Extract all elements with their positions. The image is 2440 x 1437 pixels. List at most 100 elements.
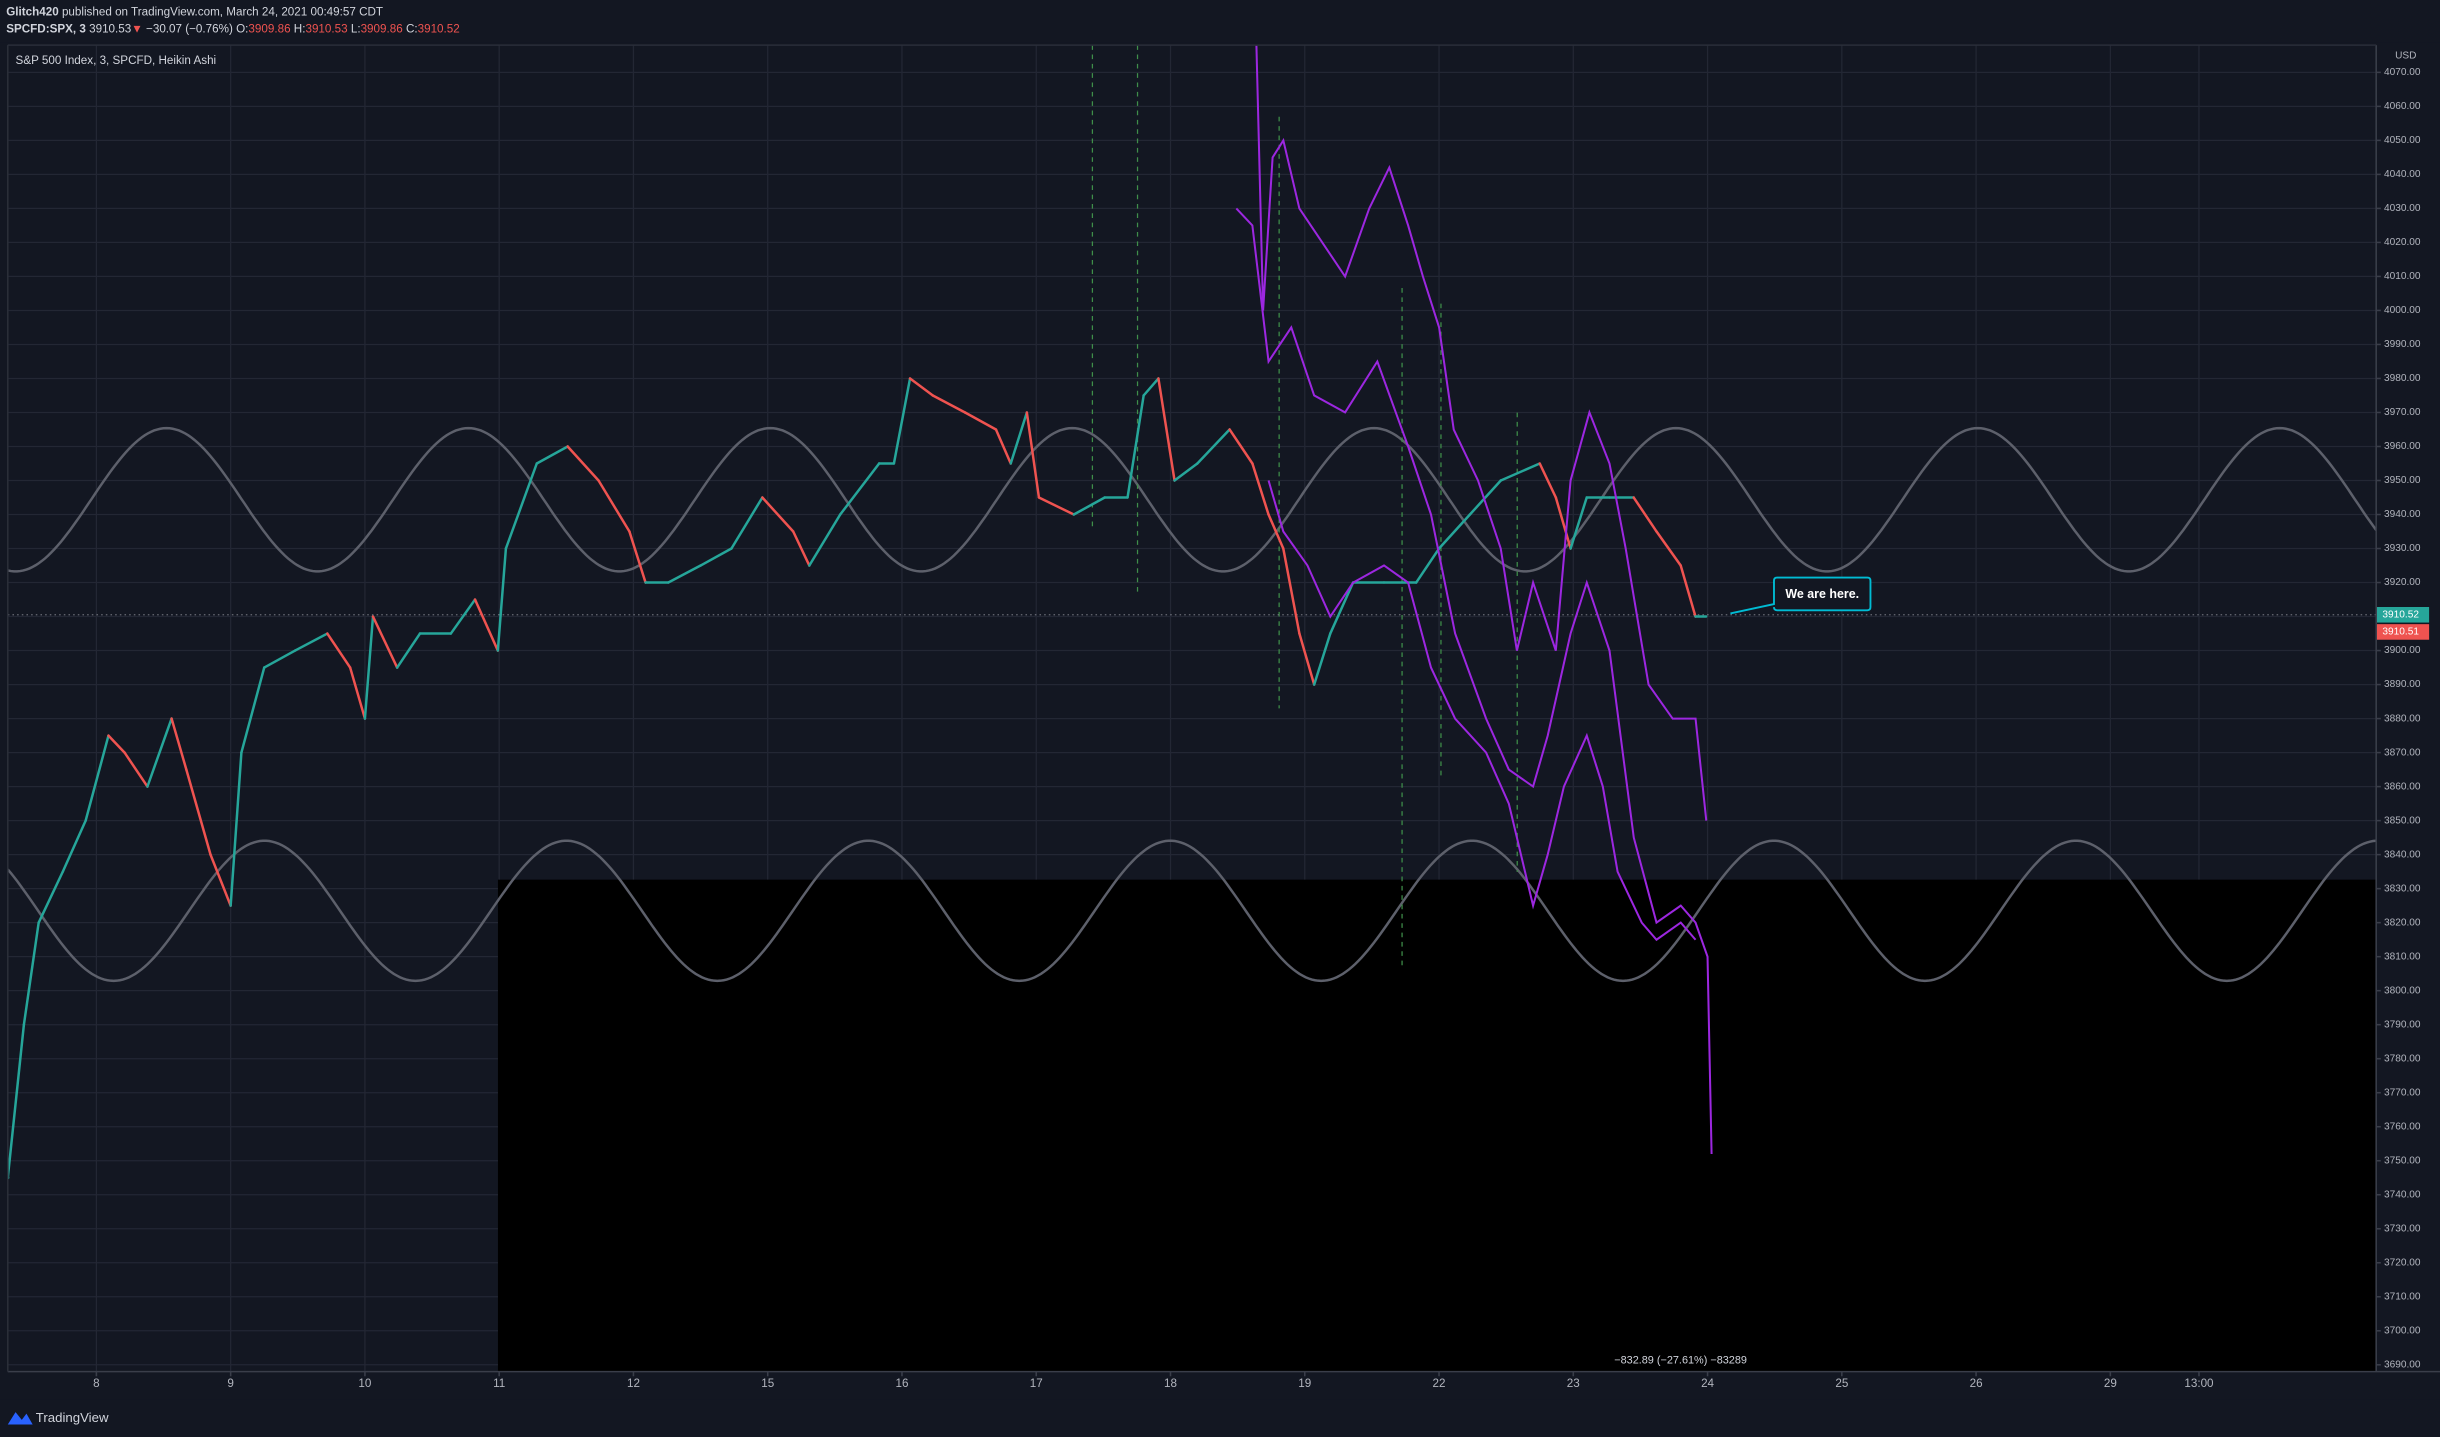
price-segment bbox=[371, 615, 399, 669]
price-segment bbox=[395, 632, 422, 669]
price-segment bbox=[1037, 496, 1076, 516]
price-segment bbox=[504, 462, 539, 550]
y-tick-label: 3790.00 bbox=[2384, 1019, 2421, 1030]
h-label: H: bbox=[294, 23, 306, 36]
x-tick-label: 12 bbox=[627, 1377, 640, 1390]
sine-wave bbox=[7, 839, 2377, 983]
price-segment bbox=[1157, 377, 1176, 482]
y-tick-label: 3710.00 bbox=[2384, 1291, 2421, 1302]
y-tick-label: 4040.00 bbox=[2384, 169, 2421, 180]
y-tick-label: 3730.00 bbox=[2384, 1223, 2421, 1234]
publisher-name: Glitch420 bbox=[6, 6, 58, 19]
y-tick-label: 3780.00 bbox=[2384, 1053, 2421, 1064]
y-tick-label: 3820.00 bbox=[2384, 917, 2421, 928]
price-segment bbox=[1025, 411, 1041, 499]
y-tick-label: 3770.00 bbox=[2384, 1087, 2421, 1098]
sine-indicators bbox=[7, 426, 2377, 983]
close: 3910.52 bbox=[418, 23, 460, 36]
x-tick-label: 13:00 bbox=[2184, 1377, 2214, 1390]
price-segment bbox=[1679, 564, 1697, 618]
price-segment bbox=[1468, 479, 1503, 516]
publisher: Glitch420 published on TradingView.com, … bbox=[6, 6, 383, 19]
x-tick-label: 24 bbox=[1701, 1377, 1714, 1390]
low: 3909.86 bbox=[361, 23, 403, 36]
c-label: C: bbox=[406, 23, 418, 36]
x-tick-label: 15 bbox=[761, 1377, 774, 1390]
y-tick-label: 4000.00 bbox=[2384, 305, 2421, 316]
price-segment bbox=[994, 428, 1012, 465]
symbol: SPCFD:SPX, 3 bbox=[6, 23, 86, 36]
price-segment bbox=[240, 666, 266, 754]
y-tick-label: 4020.00 bbox=[2384, 237, 2421, 248]
price-segment bbox=[730, 496, 764, 550]
price-segment bbox=[1298, 632, 1316, 686]
y-tick-label: 3930.00 bbox=[2384, 543, 2421, 554]
x-tick-label: 23 bbox=[1567, 1377, 1580, 1390]
price-segment bbox=[1554, 496, 1572, 550]
price-segment bbox=[449, 598, 477, 635]
price-segment bbox=[597, 479, 631, 533]
x-tick-label: 26 bbox=[1970, 1377, 1983, 1390]
x-tick-label: 16 bbox=[895, 1377, 908, 1390]
price-segment bbox=[838, 462, 881, 516]
y-tick-label: 3690.00 bbox=[2384, 1359, 2421, 1370]
projection-line bbox=[1235, 207, 1713, 1154]
price-segment bbox=[61, 819, 87, 873]
y-tick-label: 3740.00 bbox=[2384, 1189, 2421, 1200]
plot bbox=[7, 45, 2377, 1180]
x-tick-label: 11 bbox=[493, 1377, 505, 1390]
price-segment bbox=[1282, 547, 1301, 635]
y-tick-label: 4030.00 bbox=[2384, 203, 2421, 214]
projection-line bbox=[1267, 480, 1697, 942]
price-segment bbox=[808, 513, 842, 567]
price-segment bbox=[496, 547, 508, 652]
footer-bar bbox=[0, 1399, 2440, 1437]
price-segment bbox=[7, 1023, 26, 1179]
price-segment bbox=[84, 734, 110, 822]
price-segment bbox=[348, 666, 367, 720]
price-segment bbox=[892, 377, 912, 465]
last-price-tag bbox=[2376, 624, 2430, 640]
high: 3910.53 bbox=[305, 23, 347, 36]
y-tick-label: 4050.00 bbox=[2384, 135, 2421, 146]
x-tick-label: 17 bbox=[1030, 1377, 1043, 1390]
y-tick-label: 4060.00 bbox=[2384, 101, 2421, 112]
price-segment bbox=[908, 377, 935, 397]
y-tick-label: 3850.00 bbox=[2384, 815, 2421, 826]
y-tick-label: 3920.00 bbox=[2384, 577, 2421, 588]
y-tick-label: 3900.00 bbox=[2384, 645, 2421, 656]
callout-text: We are here. bbox=[1785, 587, 1859, 601]
price-segment bbox=[535, 445, 569, 465]
y-tick-label: 4010.00 bbox=[2384, 271, 2421, 282]
published-info: published on TradingView.com, March 24, … bbox=[62, 6, 383, 19]
price-segment bbox=[262, 649, 297, 669]
symbol-line: SPCFD:SPX, 3 3910.53▼ −30.07 (−0.76%) O:… bbox=[6, 23, 460, 36]
x-tick-label: 8 bbox=[93, 1377, 99, 1390]
y-tick-label: 3960.00 bbox=[2384, 441, 2421, 452]
price-segment bbox=[1267, 513, 1285, 550]
y-tick-label: 3970.00 bbox=[2384, 407, 2421, 418]
y-tick-label: 3800.00 bbox=[2384, 985, 2421, 996]
y-tick-label: 3720.00 bbox=[2384, 1257, 2421, 1268]
y-tick-label: 3810.00 bbox=[2384, 951, 2421, 962]
y-tick-label: 3830.00 bbox=[2384, 883, 2421, 894]
dashed-verticals bbox=[1091, 45, 1518, 966]
price-segment bbox=[22, 921, 40, 1026]
price-segment bbox=[1312, 632, 1332, 686]
price-segment bbox=[37, 870, 65, 924]
price-segment bbox=[107, 734, 126, 754]
price-segment bbox=[566, 445, 600, 482]
y-tick-label: 3860.00 bbox=[2384, 781, 2421, 792]
sine-wave bbox=[7, 426, 2377, 573]
price-segment bbox=[185, 768, 212, 856]
price-segment bbox=[1251, 462, 1270, 516]
x-tick-label: 18 bbox=[1164, 1377, 1177, 1390]
projection-line bbox=[1255, 45, 1708, 821]
x-tick-label: 29 bbox=[2104, 1377, 2117, 1390]
price-segment bbox=[146, 717, 173, 788]
y-tick-label: 3940.00 bbox=[2384, 509, 2421, 520]
y-tick-label: 3870.00 bbox=[2384, 747, 2421, 758]
currency: USD bbox=[2395, 51, 2416, 62]
last-price-label: 3910.52 bbox=[2382, 609, 2419, 620]
